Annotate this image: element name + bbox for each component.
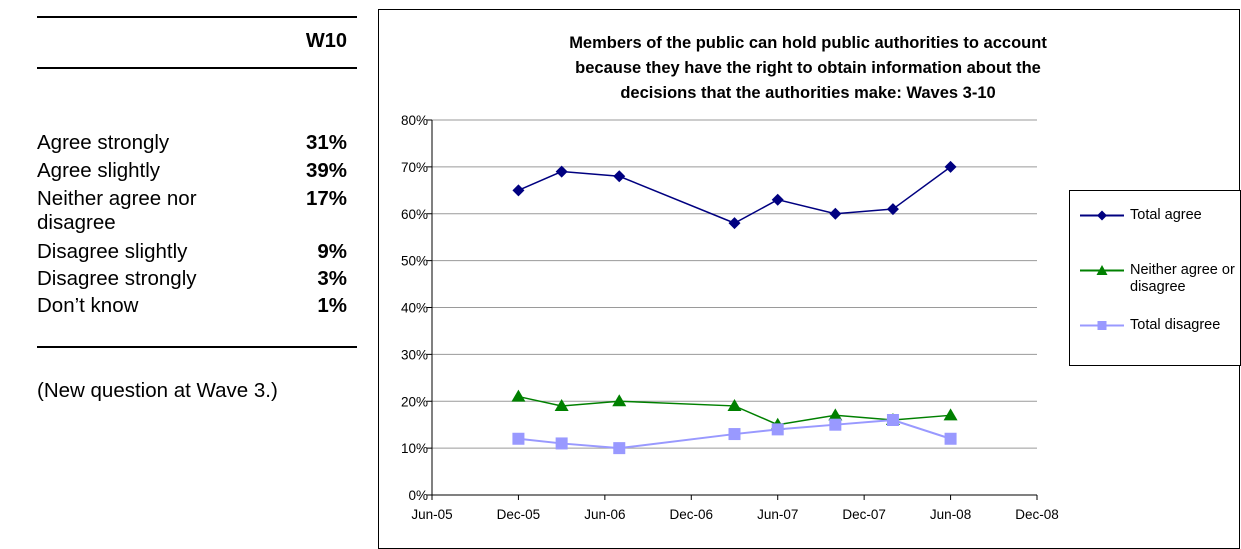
data-point-total-disagree bbox=[555, 437, 568, 450]
data-point-total-disagree bbox=[728, 428, 741, 441]
data-point-neither-agree-or-disagree bbox=[828, 408, 843, 421]
legend-swatch-total-agree bbox=[1080, 210, 1124, 221]
data-point-total-agree bbox=[613, 170, 626, 183]
y-tick-label: 10% bbox=[401, 441, 428, 456]
chart-legend: Total agree Neither agree or disagree To… bbox=[1069, 190, 1241, 366]
y-tick-label: 40% bbox=[401, 301, 428, 316]
x-tick-label: Jun-05 bbox=[411, 507, 452, 522]
legend-swatch-neither bbox=[1080, 265, 1124, 275]
table-header-rule bbox=[37, 67, 357, 69]
x-tick-label: Dec-06 bbox=[670, 507, 714, 522]
chart-title-line-2: because they have the right to obtain in… bbox=[575, 59, 1041, 77]
x-tick-label: Dec-08 bbox=[1015, 507, 1059, 522]
data-point-total-disagree bbox=[771, 423, 784, 436]
response-value: 17% bbox=[305, 187, 347, 210]
data-point-total-disagree bbox=[944, 432, 957, 445]
y-tick-label: 30% bbox=[401, 347, 428, 362]
chart-title-line-3: decisions that the authorities make: Wav… bbox=[620, 84, 995, 102]
line-chart: Members of the public can hold public au… bbox=[401, 34, 1059, 522]
y-tick-label: 0% bbox=[408, 488, 428, 503]
response-label: Don’t know bbox=[37, 294, 139, 317]
data-point-total-agree bbox=[728, 217, 741, 230]
y-tick-label: 20% bbox=[401, 394, 428, 409]
data-point-total-agree bbox=[886, 203, 899, 216]
response-value: 9% bbox=[317, 240, 347, 263]
y-tick-label: 60% bbox=[401, 207, 428, 222]
data-point-total-disagree bbox=[613, 442, 626, 455]
plot-layer: 0% 10% 20% 30% 40% 50% 60% 70% 80% Jun-05 Dec-05 Ju… bbox=[401, 113, 1059, 522]
data-point-total-agree bbox=[512, 184, 525, 197]
response-label: Disagree slightly bbox=[37, 240, 188, 263]
response-value: 39% bbox=[305, 159, 347, 182]
response-label: Disagree strongly bbox=[37, 267, 197, 290]
response-value: 31% bbox=[305, 131, 347, 154]
results-table: W10 Agree strongly 31% Agree slightly 39… bbox=[0, 0, 372, 534]
data-point-total-agree bbox=[829, 207, 842, 220]
response-label: Neither agree nor disagree bbox=[37, 187, 197, 234]
chart-title-line-1: Members of the public can hold public au… bbox=[569, 34, 1047, 52]
y-tick-label: 50% bbox=[401, 254, 428, 269]
x-tick-label: Jun-06 bbox=[584, 507, 625, 522]
legend-label: Total disagree bbox=[1130, 317, 1221, 333]
x-tick-label: Jun-07 bbox=[757, 507, 798, 522]
response-value: 3% bbox=[317, 267, 347, 290]
series-line-total-disagree bbox=[518, 418, 951, 450]
data-point-total-disagree bbox=[512, 432, 525, 445]
series-line-total-agree bbox=[518, 166, 952, 224]
x-tick-label: Dec-05 bbox=[497, 507, 541, 522]
y-tick-label: 80% bbox=[401, 113, 428, 128]
data-point-total-disagree bbox=[829, 418, 842, 431]
legend-label: Total agree bbox=[1130, 207, 1202, 223]
y-tick-label: 70% bbox=[401, 160, 428, 175]
response-label: Agree slightly bbox=[37, 159, 161, 182]
data-point-neither-agree-or-disagree bbox=[612, 394, 627, 407]
response-label: Agree strongly bbox=[37, 131, 170, 154]
x-tick-label: Jun-08 bbox=[930, 507, 971, 522]
table-top-rule bbox=[37, 16, 357, 18]
data-point-neither-agree-or-disagree bbox=[554, 398, 569, 411]
wave-header: W10 bbox=[305, 30, 347, 52]
data-point-neither-agree-or-disagree bbox=[943, 408, 958, 421]
table-bottom-rule bbox=[37, 346, 357, 348]
x-tick-label: Dec-07 bbox=[842, 507, 886, 522]
response-value: 1% bbox=[317, 294, 347, 317]
data-point-neither-agree-or-disagree bbox=[511, 389, 526, 402]
data-point-total-agree bbox=[944, 160, 957, 173]
legend-swatch-total-disagree bbox=[1080, 321, 1124, 330]
table-note: (New question at Wave 3.) bbox=[37, 379, 278, 402]
data-point-total-agree bbox=[555, 165, 568, 178]
data-point-neither-agree-or-disagree bbox=[727, 398, 742, 411]
data-point-total-disagree bbox=[886, 414, 899, 426]
legend-label: Neither agree or disagree bbox=[1130, 262, 1235, 295]
series-line-neither-agree-or-disagree bbox=[518, 395, 951, 426]
data-point-total-agree bbox=[771, 193, 784, 206]
